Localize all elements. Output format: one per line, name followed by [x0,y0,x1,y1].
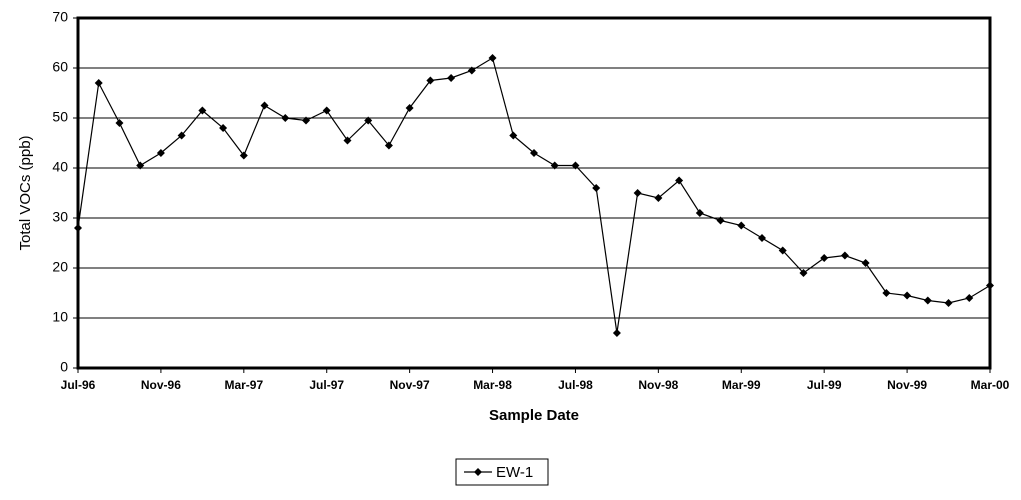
x-tick-label: Jul-98 [558,378,593,392]
x-tick-label: Nov-96 [141,378,181,392]
data-point [716,216,725,225]
data-point [675,176,684,185]
y-tick-label: 30 [52,209,68,225]
data-point [758,234,766,242]
data-point [571,161,580,170]
data-point [923,296,932,305]
data-point [840,251,849,260]
x-tick-label: Nov-99 [887,378,927,392]
data-point [778,246,787,255]
data-point [177,131,186,140]
data-point [986,281,994,290]
data-point [654,194,663,202]
x-tick-label: Jul-96 [61,378,96,392]
data-point [799,269,808,277]
x-tick-label: Mar-99 [722,378,761,392]
y-tick-label: 70 [52,9,68,25]
data-point [903,291,912,300]
data-point [198,106,207,115]
data-point [302,116,310,125]
y-tick-label: 40 [52,159,68,175]
data-point [530,149,538,157]
data-point [633,189,642,197]
data-point [509,131,518,140]
plot-frame [76,16,992,370]
data-point [74,224,82,232]
data-point [612,329,621,337]
y-tick-label: 10 [52,309,68,325]
series-line [77,57,991,334]
data-point [94,79,103,87]
data-point [426,76,435,85]
x-tick-label: Nov-98 [638,378,678,392]
data-point [239,151,248,160]
data-point [260,101,269,110]
data-point [281,114,290,122]
data-point [364,116,373,125]
y-tick-label: 0 [60,359,68,375]
data-point [550,161,559,170]
data-point [343,136,352,145]
y-axis-label: Total VOCs (ppb) [17,135,34,250]
x-tick-label: Mar-98 [473,378,512,392]
legend-marker [474,468,482,476]
x-tick-label: Jul-99 [807,378,842,392]
y-tick-label: 20 [52,259,68,275]
data-point [219,124,228,132]
data-point [695,209,704,217]
data-point [115,119,124,127]
data-point [447,74,456,82]
x-tick-label: Jul-97 [309,378,344,392]
data-point [820,254,829,262]
data-point [384,141,393,150]
y-tick-label: 50 [52,109,68,125]
data-point [467,66,476,75]
data-point [322,106,331,115]
x-tick-label: Mar-97 [224,378,263,392]
y-tick-label: 60 [52,59,68,75]
x-axis-label: Sample Date [489,407,579,424]
x-tick-label: Mar-00 [971,378,1010,392]
data-point [488,54,497,62]
legend-label: EW-1 [496,464,533,481]
data-point [737,221,746,230]
data-point [156,149,165,157]
data-point [405,104,414,112]
data-point [592,184,601,192]
data-point [882,289,891,297]
x-tick-label: Nov-97 [390,378,430,392]
data-point [861,259,870,267]
data-point [944,299,953,307]
data-point [136,161,145,170]
data-point [965,294,974,302]
